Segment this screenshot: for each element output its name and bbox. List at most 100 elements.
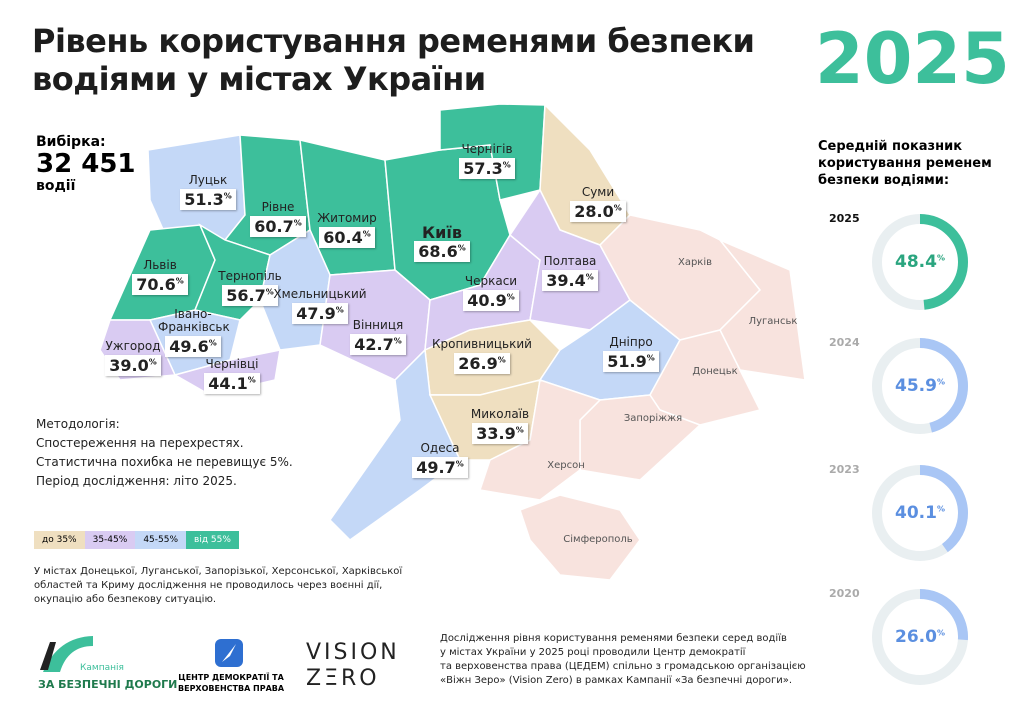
legend: до 35% 35-45% 45-55% від 55% xyxy=(34,527,239,549)
city-value-box: 44.1% xyxy=(204,373,260,394)
city-unit: % xyxy=(247,375,256,385)
city-value: 33.9 xyxy=(476,424,516,443)
city-label: Луцьк 51.3% xyxy=(153,174,263,210)
gauge-unit: % xyxy=(936,504,945,514)
city-unit: % xyxy=(646,353,655,363)
note: У містах Донецької, Луганської, Запорізь… xyxy=(34,565,402,607)
cedem-logo-icon xyxy=(215,639,243,667)
gauge-year: 2020 xyxy=(829,587,860,600)
campaign-top: Кампанія xyxy=(80,663,124,673)
city-label: Львів 70.6% xyxy=(105,259,215,295)
average-title: Середній показник користування ременем без… xyxy=(818,138,992,189)
city-name: Кропивницький xyxy=(432,337,532,351)
vision-line: VISION xyxy=(306,640,400,665)
vision-zero: VISION ZΞRO xyxy=(306,640,400,692)
city-unit: % xyxy=(613,203,622,213)
city-value-box: 47.9% xyxy=(292,303,348,324)
city-name: Івано-Франківськ xyxy=(158,307,230,334)
city-unit: % xyxy=(148,357,157,367)
region xyxy=(479,379,602,501)
city-value-box: 33.9% xyxy=(472,423,528,444)
city-value-box: 68.6% xyxy=(414,241,470,262)
city-unit: % xyxy=(585,272,594,282)
gauge-unit: % xyxy=(936,377,945,387)
footer-line: Дослідження рівня користування ременями … xyxy=(440,633,787,644)
city-label: Черкаси 40.9% xyxy=(436,275,546,311)
title: Рівень користування ременями безпеки воді… xyxy=(32,22,755,98)
gauge-value: 45.9 xyxy=(895,376,937,396)
gauge-label: 48.4% xyxy=(895,252,945,272)
city-label: Хмельницький 47.9% xyxy=(265,288,375,324)
city-unit: % xyxy=(223,191,232,201)
gauge-label: 40.1% xyxy=(895,503,945,523)
sample: Вибірка: 32 451 водії xyxy=(36,134,136,194)
gauge-unit: % xyxy=(936,253,945,263)
city-unit: % xyxy=(265,287,274,297)
city-name-unstudied: Сімферополь xyxy=(563,534,633,545)
city-unit: % xyxy=(208,338,217,348)
city-value-box: 42.7% xyxy=(350,334,406,355)
gauge-value: 40.1 xyxy=(895,503,937,523)
city-unit: % xyxy=(515,425,524,435)
city-value-box: 39.4% xyxy=(542,270,598,291)
city-name: Миколаїв xyxy=(470,407,530,421)
methodology: Методологія: Спостереження на перехрестях… xyxy=(36,415,293,491)
city-label: Ужгород 39.0% xyxy=(78,340,188,376)
city-name-unstudied: Луганськ xyxy=(748,316,798,327)
gauge-year: 2024 xyxy=(829,336,860,349)
city-value: 57.3 xyxy=(463,159,503,178)
city-label: Житомир 60.4% xyxy=(292,212,402,248)
footer-line: «Віжн Зеро» (Vision Zero) в рамках Кампа… xyxy=(440,675,793,686)
city-value-box: 39.0% xyxy=(105,355,161,376)
city-name: Житомир xyxy=(317,211,377,225)
average-title-line: безпеки водіями: xyxy=(818,173,950,188)
city-value: 51.9 xyxy=(607,352,647,371)
gauge-value: 48.4 xyxy=(895,252,937,272)
methodology-line: Період дослідження: літо 2025. xyxy=(36,474,237,488)
city-value-box: 70.6% xyxy=(132,274,188,295)
legend-item: 35-45% xyxy=(84,531,136,549)
gauge-arc xyxy=(872,589,968,685)
gauge-year: 2025 xyxy=(829,212,860,225)
cedem-line: ЦЕНТР ДЕМОКРАТІЇ ТА xyxy=(178,673,284,682)
cedem: ЦЕНТР ДЕМОКРАТІЇ ТА ВЕРХОВЕНСТВА ПРАВА xyxy=(178,672,284,694)
gauge-value: 26.0 xyxy=(895,627,937,647)
city-value: 39.0 xyxy=(109,356,149,375)
city-label: Рівне 60.7% xyxy=(223,201,333,237)
city-value-box: 51.3% xyxy=(180,189,236,210)
city-name-unstudied: Запоріжжя xyxy=(623,413,683,424)
city-value-box: 51.9% xyxy=(603,351,659,372)
methodology-line: Методологія: xyxy=(36,417,120,431)
city-unit: % xyxy=(455,459,464,469)
city-name: Чернігів xyxy=(461,142,513,156)
campaign-logo-icon xyxy=(40,636,93,672)
city-unit: % xyxy=(362,229,371,239)
city-value-box: 60.4% xyxy=(319,227,375,248)
city-label: Миколаїв 33.9% xyxy=(445,408,555,444)
city-value: 44.1 xyxy=(208,374,248,393)
city-value-box: 60.7% xyxy=(250,216,306,237)
city-label: Івано-Франківськ 49.6% xyxy=(158,307,230,357)
city-value: 39.4 xyxy=(546,271,586,290)
city-unit: % xyxy=(293,218,302,228)
methodology-line: Статистична похибка не перевищує 5%. xyxy=(36,455,293,469)
footer-line: у містах України у 2025 році проводили Ц… xyxy=(440,647,746,658)
sample-label: Вибірка: xyxy=(36,134,106,150)
city-unit: % xyxy=(502,160,511,170)
gauge xyxy=(872,465,968,561)
gauge-unit: % xyxy=(936,628,945,638)
city-value-box: 57.3% xyxy=(459,158,515,179)
note-line: окупацію або безпекову ситуацію. xyxy=(34,594,217,605)
city-label: Кропивницький 26.9% xyxy=(427,338,537,374)
gauge xyxy=(872,214,968,310)
gauge-label: 45.9% xyxy=(895,376,945,396)
gauge-year: 2023 xyxy=(829,463,860,476)
city-unit: % xyxy=(393,336,402,346)
city-label: Суми 28.0% xyxy=(543,186,653,222)
city-value: 68.6 xyxy=(418,242,458,261)
city-name: Ужгород xyxy=(105,339,161,353)
city-value: 49.7 xyxy=(416,458,456,477)
city-name: Дніпро xyxy=(609,335,653,349)
legend-item: від 55% xyxy=(186,531,239,549)
